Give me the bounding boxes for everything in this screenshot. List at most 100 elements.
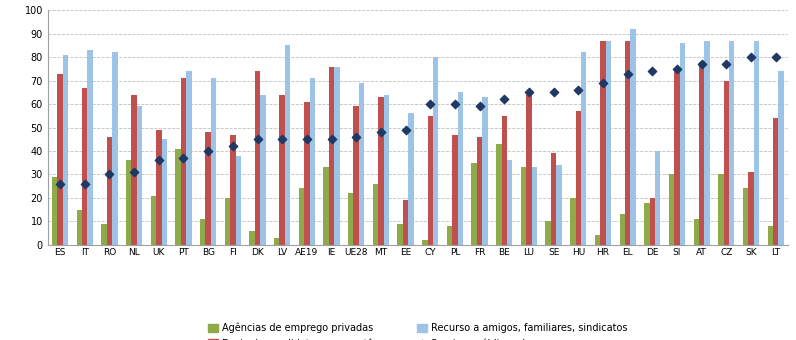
Bar xyxy=(743,188,748,245)
Point xyxy=(769,54,782,60)
Bar xyxy=(521,167,526,245)
Bar xyxy=(200,219,205,245)
Bar xyxy=(63,55,68,245)
Bar xyxy=(501,116,507,245)
Point xyxy=(226,143,239,149)
Bar xyxy=(131,95,137,245)
Bar xyxy=(156,130,162,245)
Bar xyxy=(353,106,359,245)
Bar xyxy=(310,78,315,245)
Bar xyxy=(748,172,754,245)
Bar xyxy=(754,41,759,245)
Bar xyxy=(175,149,181,245)
Point xyxy=(127,169,140,175)
Legend: Agências de emprego privadas, Envio de candidaturas espontâneas, Recurso a amigo: Agências de emprego privadas, Envio de c… xyxy=(204,319,632,340)
Bar xyxy=(260,95,266,245)
Point xyxy=(695,62,708,67)
Bar xyxy=(433,57,439,245)
Bar xyxy=(482,97,488,245)
Bar xyxy=(224,198,230,245)
Bar xyxy=(477,137,482,245)
Point xyxy=(522,89,535,95)
Bar xyxy=(211,78,217,245)
Bar xyxy=(52,177,57,245)
Point xyxy=(301,136,314,142)
Point xyxy=(374,130,387,135)
Point xyxy=(646,68,658,74)
Bar xyxy=(408,114,414,245)
Point xyxy=(670,66,683,71)
Bar xyxy=(236,156,241,245)
Point xyxy=(547,89,560,95)
Bar xyxy=(551,153,556,245)
Bar xyxy=(600,41,606,245)
Bar xyxy=(581,52,587,245)
Point xyxy=(177,155,190,161)
Bar xyxy=(150,195,156,245)
Bar xyxy=(230,135,236,245)
Bar xyxy=(773,118,778,245)
Bar xyxy=(447,226,452,245)
Bar xyxy=(82,88,88,245)
Bar xyxy=(619,214,625,245)
Bar xyxy=(107,137,112,245)
Bar xyxy=(279,95,285,245)
Bar xyxy=(724,81,729,245)
Bar xyxy=(630,29,636,245)
Bar xyxy=(767,226,773,245)
Bar xyxy=(88,50,93,245)
Bar xyxy=(348,193,353,245)
Bar xyxy=(496,144,501,245)
Point xyxy=(152,158,166,163)
Point xyxy=(745,54,758,60)
Bar xyxy=(397,224,403,245)
Bar xyxy=(669,174,674,245)
Point xyxy=(449,101,462,107)
Bar xyxy=(655,151,661,245)
Point xyxy=(597,80,610,86)
Bar xyxy=(378,97,384,245)
Bar xyxy=(329,67,334,245)
Bar xyxy=(452,135,458,245)
Bar xyxy=(704,41,710,245)
Bar xyxy=(181,78,186,245)
Bar xyxy=(359,83,365,245)
Bar xyxy=(556,165,562,245)
Bar xyxy=(718,174,724,245)
Point xyxy=(78,181,91,187)
Bar xyxy=(422,240,427,245)
Bar xyxy=(625,41,630,245)
Bar xyxy=(137,106,142,245)
Bar xyxy=(606,41,611,245)
Bar xyxy=(778,71,784,245)
Bar xyxy=(373,184,378,245)
Bar xyxy=(471,163,477,245)
Bar xyxy=(57,73,63,245)
Bar xyxy=(76,209,82,245)
Bar xyxy=(650,198,655,245)
Bar xyxy=(274,238,279,245)
Bar xyxy=(249,231,255,245)
Bar xyxy=(255,71,260,245)
Point xyxy=(473,104,486,109)
Point xyxy=(572,87,584,93)
Bar xyxy=(680,43,685,245)
Bar xyxy=(205,132,211,245)
Bar xyxy=(186,71,192,245)
Bar xyxy=(323,167,329,245)
Point xyxy=(103,172,116,177)
Bar xyxy=(384,95,389,245)
Point xyxy=(720,62,732,67)
Point xyxy=(400,127,412,133)
Bar xyxy=(112,52,118,245)
Point xyxy=(423,101,436,107)
Point xyxy=(251,136,263,142)
Point xyxy=(54,181,66,187)
Bar xyxy=(507,160,513,245)
Bar xyxy=(304,102,310,245)
Point xyxy=(325,136,338,142)
Bar xyxy=(458,92,463,245)
Bar xyxy=(334,67,340,245)
Bar xyxy=(570,198,576,245)
Bar xyxy=(403,200,408,245)
